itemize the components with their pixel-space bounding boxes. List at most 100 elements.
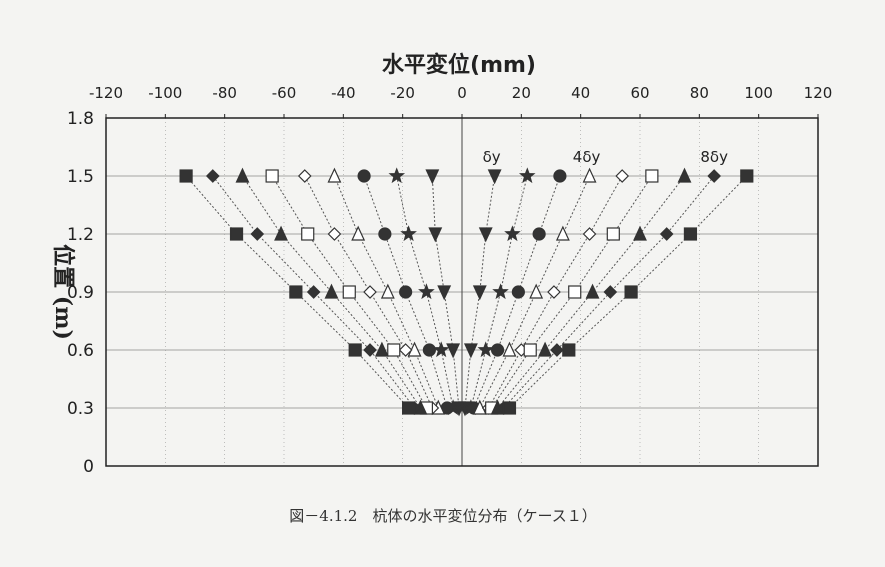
data-point-filled-triangle-up bbox=[585, 283, 600, 299]
data-point-filled-triangle-down bbox=[437, 285, 452, 301]
data-point-filled-square bbox=[179, 169, 193, 183]
y-tick-label: 1.5 bbox=[67, 167, 94, 187]
data-point-open-triangle-up bbox=[502, 341, 517, 357]
data-point-filled-circle bbox=[422, 343, 436, 357]
x-tick-label: 40 bbox=[571, 84, 590, 102]
data-point-filled-square bbox=[683, 227, 698, 241]
data-point-filled-circle bbox=[399, 285, 413, 299]
data-point-filled-circle bbox=[553, 169, 567, 183]
data-point-open-square bbox=[523, 343, 537, 357]
data-point-filled-triangle-down bbox=[428, 227, 443, 243]
series-line bbox=[212, 175, 415, 409]
data-point-filled-triangle-up bbox=[677, 167, 692, 183]
data-point-filled-star bbox=[418, 283, 435, 300]
data-point-open-diamond bbox=[615, 169, 630, 183]
x-tick-label: 20 bbox=[512, 84, 531, 102]
x-tick-label: 80 bbox=[690, 84, 709, 102]
x-tick-label: 100 bbox=[744, 84, 773, 102]
data-point-filled-triangle-down bbox=[487, 169, 502, 185]
data-point-open-diamond bbox=[398, 343, 413, 357]
annotation-label: 8δy bbox=[700, 148, 728, 166]
data-point-filled-star bbox=[400, 225, 417, 242]
y-tick-labels: 0 0.3 0.6 0.9 1.2 1.5 1.8 bbox=[67, 109, 94, 477]
data-point-filled-diamond bbox=[363, 343, 377, 357]
data-point-open-triangle-up bbox=[351, 225, 366, 241]
data-point-filled-square bbox=[229, 227, 244, 241]
series-line bbox=[503, 175, 715, 409]
x-tick-label: -60 bbox=[272, 84, 297, 102]
series-line bbox=[479, 175, 591, 409]
x-tick-label: -100 bbox=[148, 84, 182, 102]
data-point-filled-square bbox=[402, 401, 416, 415]
data-point-filled-diamond bbox=[659, 227, 674, 241]
data-point-open-diamond bbox=[297, 169, 312, 183]
data-point-open-square bbox=[265, 169, 279, 183]
data-point-open-triangle-up bbox=[582, 167, 597, 183]
x-tick-label: -120 bbox=[89, 84, 123, 102]
series-line bbox=[509, 175, 748, 409]
data-point-filled-square bbox=[562, 343, 576, 357]
data-point-filled-star bbox=[492, 283, 509, 300]
data-point-open-triangle-up bbox=[380, 283, 395, 299]
data-point-open-square bbox=[568, 285, 582, 299]
data-point-filled-circle bbox=[532, 227, 546, 241]
data-point-filled-triangle-up bbox=[633, 225, 647, 241]
data-point-open-triangle-up bbox=[555, 225, 570, 241]
data-point-filled-star bbox=[518, 167, 536, 184]
data-point-filled-square bbox=[624, 285, 638, 299]
series-line bbox=[185, 175, 409, 409]
series-line bbox=[473, 175, 561, 409]
data-point-open-square bbox=[606, 227, 620, 241]
series-line bbox=[333, 175, 439, 409]
data-point-filled-star bbox=[504, 225, 521, 242]
data-point-open-square bbox=[301, 227, 315, 241]
data-point-filled-square bbox=[348, 343, 362, 357]
data-point-filled-circle bbox=[378, 227, 392, 241]
data-point-open-square bbox=[342, 285, 356, 299]
annotation-label: δy bbox=[483, 148, 501, 166]
data-point-filled-square bbox=[740, 169, 754, 183]
data-point-filled-square bbox=[502, 401, 517, 415]
data-point-filled-triangle-down bbox=[472, 285, 487, 301]
data-point-filled-star bbox=[432, 341, 450, 358]
annotations: δy 4δy 8δy bbox=[483, 148, 728, 166]
data-point-filled-circle bbox=[491, 343, 505, 357]
data-point-open-diamond bbox=[547, 285, 561, 299]
data-point-filled-triangle-down bbox=[463, 343, 478, 359]
data-point-filled-triangle-up bbox=[374, 341, 389, 357]
data-point-filled-diamond bbox=[550, 343, 564, 357]
y-tick-label: 0 bbox=[83, 457, 94, 477]
series-line bbox=[488, 175, 623, 409]
y-tick-label: 0.9 bbox=[67, 283, 94, 303]
series-line bbox=[363, 175, 448, 409]
data-point-filled-diamond bbox=[306, 285, 321, 299]
data-point-open-square bbox=[387, 343, 401, 357]
y-tick-label: 0.3 bbox=[67, 399, 94, 419]
x-tick-label: 0 bbox=[457, 84, 467, 102]
data-point-filled-square bbox=[289, 285, 303, 299]
data-point-filled-triangle-up bbox=[235, 167, 250, 183]
y-axis-title: 位置 (m) bbox=[50, 244, 76, 340]
data-point-filled-triangle-up bbox=[274, 225, 288, 241]
data-point-open-diamond bbox=[327, 227, 342, 241]
x-tick-label: 60 bbox=[630, 84, 649, 102]
data-point-open-triangle-up bbox=[529, 283, 544, 299]
x-tick-label: -80 bbox=[212, 84, 237, 102]
series-line bbox=[271, 175, 427, 409]
x-tick-label: 120 bbox=[804, 84, 833, 102]
data-point-filled-star bbox=[477, 341, 495, 358]
data-point-filled-diamond bbox=[603, 285, 618, 299]
series-markers bbox=[179, 167, 754, 417]
data-point-open-diamond bbox=[582, 227, 597, 241]
data-point-open-square bbox=[645, 169, 659, 183]
data-point-filled-diamond bbox=[205, 169, 220, 183]
y-tick-label: 0.6 bbox=[67, 341, 94, 361]
x-tick-labels: -120 -100 -80 -60 -40 -20 0 20 40 60 80 100 120 bbox=[89, 84, 832, 118]
data-point-filled-diamond bbox=[707, 169, 722, 183]
x-tick-label: -20 bbox=[390, 84, 415, 102]
annotation-label: 4δy bbox=[573, 148, 601, 166]
data-point-filled-diamond bbox=[250, 227, 265, 241]
data-point-filled-triangle-up bbox=[324, 283, 339, 299]
figure-caption: 図－4.1.2 杭体の水平変位分布（ケース１） bbox=[289, 507, 596, 525]
